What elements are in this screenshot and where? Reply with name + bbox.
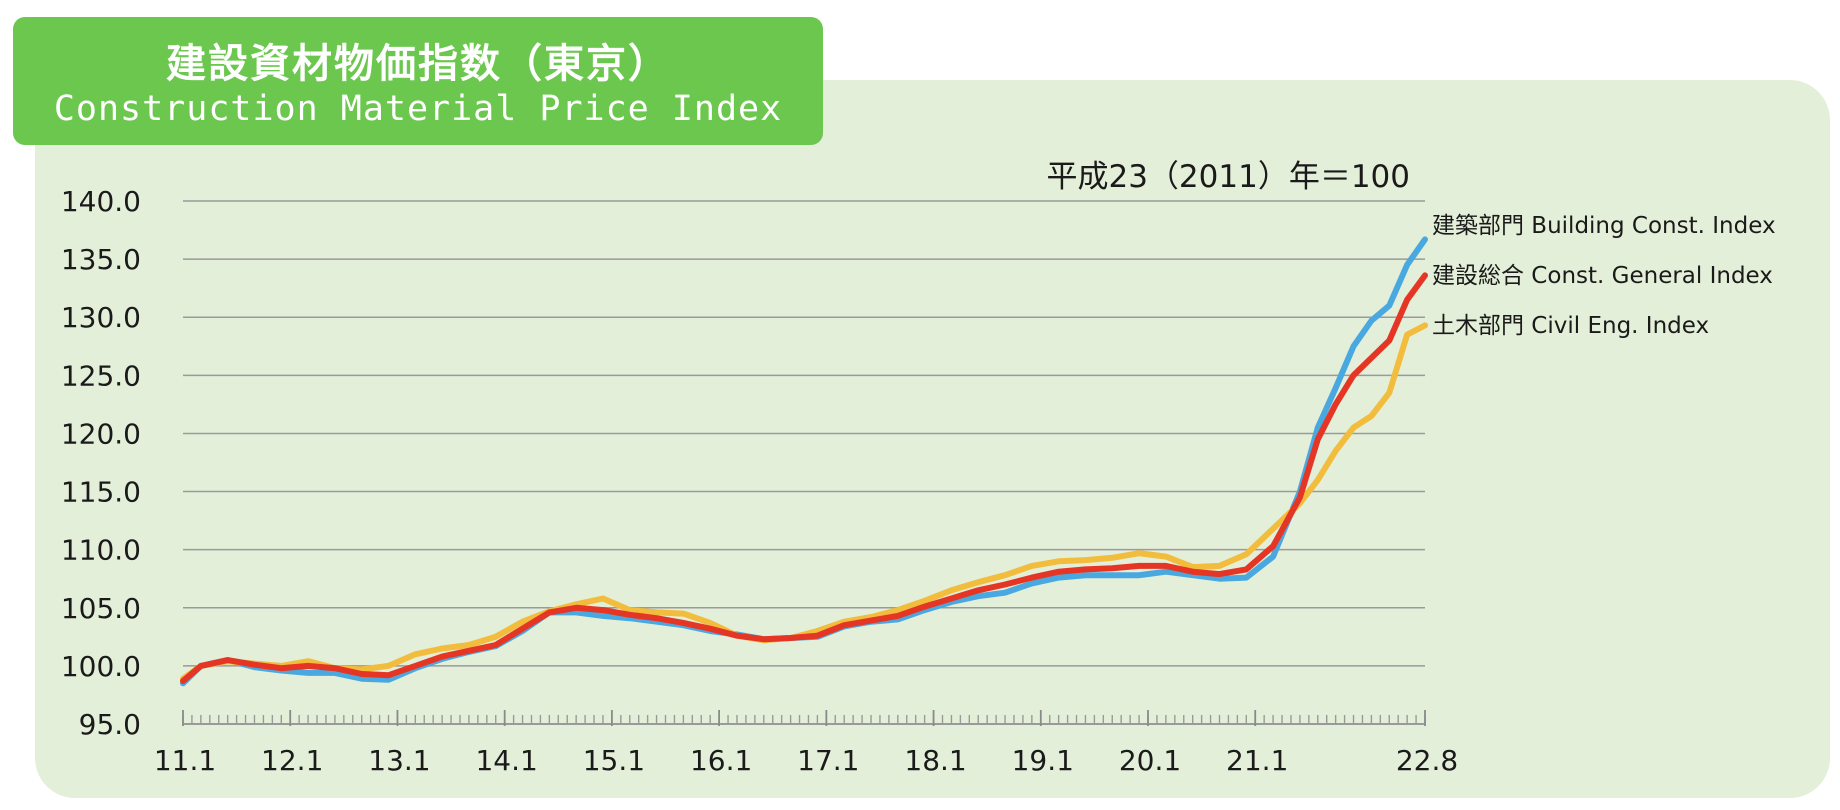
y-tick-label: 100.0 bbox=[61, 650, 141, 683]
x-tick-label: 13.1 bbox=[368, 744, 430, 777]
x-tick-label: 14.1 bbox=[475, 744, 537, 777]
y-tick-label: 140.0 bbox=[61, 185, 141, 218]
title-english: Construction Material Price Index bbox=[53, 89, 783, 129]
x-tick-label: 19.1 bbox=[1012, 744, 1074, 777]
x-tick-label: 18.1 bbox=[904, 744, 966, 777]
series-lines bbox=[180, 236, 1428, 687]
y-tick-label: 135.0 bbox=[61, 243, 141, 276]
y-tick-label: 110.0 bbox=[61, 534, 141, 567]
y-tick-label: 130.0 bbox=[61, 301, 141, 334]
base-year-note: 平成23（2011）年＝100 bbox=[1046, 159, 1410, 195]
x-tick-label: 15.1 bbox=[583, 744, 645, 777]
legend-label-civil-eng-index: 土木部門 Civil Eng. Index bbox=[1432, 313, 1709, 339]
y-tick-label: 125.0 bbox=[61, 359, 141, 392]
legend: 建築部門 Building Const. Index 建設総合 Const. Ge… bbox=[1432, 213, 1776, 339]
series-line-building-const-index bbox=[180, 236, 1428, 687]
x-tick-label: 16.1 bbox=[690, 744, 752, 777]
title-japanese: 建設資材物価指数（東京） bbox=[166, 41, 670, 87]
legend-label-const-general-index: 建設総合 Const. General Index bbox=[1432, 263, 1773, 289]
y-tick-label: 115.0 bbox=[61, 476, 141, 509]
series-line-civil-eng-index bbox=[180, 322, 1428, 682]
grid-lines bbox=[183, 200, 1425, 667]
chart-background-panel bbox=[35, 80, 1830, 798]
x-tick-label: 20.1 bbox=[1119, 744, 1181, 777]
y-tick-label: 120.0 bbox=[61, 417, 141, 450]
y-tick-label: 95.0 bbox=[79, 708, 141, 741]
x-axis: 11.1 12.1 13.1 14.1 15.1 16.1 17.1 18.1 19.1 20.1… bbox=[154, 710, 1458, 777]
series-line-const-general-index bbox=[180, 272, 1428, 684]
x-tick-label: 11.1 bbox=[154, 744, 216, 777]
y-axis-tick-labels: 140.0 135.0 130.0 125.0 120.0 115.0 110.0 105.0… bbox=[61, 185, 141, 741]
x-tick-label: 21.1 bbox=[1226, 744, 1288, 777]
x-tick-label: 22.8 bbox=[1396, 744, 1458, 777]
x-tick-label: 17.1 bbox=[797, 744, 859, 777]
title-banner: 建設資材物価指数（東京） Construction Material Price… bbox=[13, 17, 823, 145]
x-tick-label: 12.1 bbox=[261, 744, 323, 777]
y-tick-label: 105.0 bbox=[61, 592, 141, 625]
legend-label-building-const-index: 建築部門 Building Const. Index bbox=[1432, 213, 1776, 239]
